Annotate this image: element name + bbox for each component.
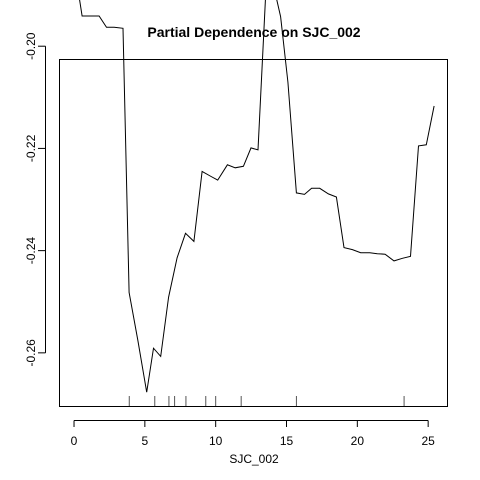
plot-frame <box>60 60 448 407</box>
x-tick-label: 25 <box>421 434 435 448</box>
series-line <box>74 0 434 392</box>
x-tick-label: 15 <box>280 434 294 448</box>
x-tick-label: 0 <box>71 434 78 448</box>
y-tick-label: -0.20 <box>24 32 38 60</box>
x-tick-label: 10 <box>209 434 223 448</box>
x-axis: 0 5 10 15 20 25 <box>71 421 435 448</box>
chart-title: Partial Dependence on SJC_002 <box>147 24 360 40</box>
y-tick-label: -0.22 <box>24 134 38 162</box>
y-tick-label: -0.24 <box>24 237 38 265</box>
x-tick-label: 20 <box>351 434 365 448</box>
x-tick-label: 5 <box>142 434 149 448</box>
y-axis: -0.26 -0.24 -0.22 -0.20 <box>24 32 46 366</box>
x-axis-label: SJC_002 <box>229 452 279 466</box>
rug-marks <box>129 396 404 406</box>
y-tick-label: -0.26 <box>24 339 38 367</box>
